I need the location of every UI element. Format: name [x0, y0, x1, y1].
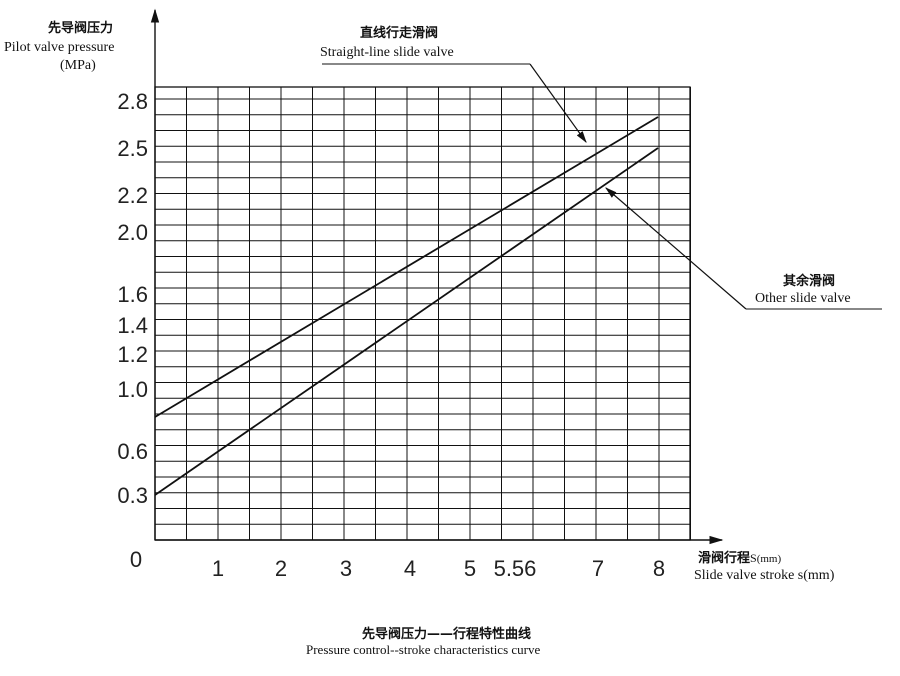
- y-tick-label: 2.8: [117, 89, 148, 114]
- y-tick-label: 2.5: [117, 136, 148, 161]
- y-axis-unit: (MPa): [60, 58, 96, 73]
- x-axis-title-cn: 滑阀行程: [698, 551, 751, 566]
- x-axis-title-cn-row: 滑阀行程S(mm): [698, 548, 781, 566]
- x-tick-label: 2: [275, 556, 287, 581]
- leader-straight: [529, 63, 587, 143]
- leader-other: [605, 187, 747, 310]
- annotation-leaders: [322, 63, 882, 310]
- caption-en: Pressure control--stroke characteristics…: [306, 642, 541, 657]
- y-tick-label: 2.0: [117, 220, 148, 245]
- chart-grid: [154, 86, 691, 541]
- y-tick-label: 0.6: [117, 439, 148, 464]
- annotation-straight-en: Straight-line slide valve: [320, 45, 454, 60]
- annotation-other-en: Other slide valve: [755, 291, 851, 306]
- x-tick-label: 7: [592, 556, 604, 581]
- y-tick-label: 1.6: [117, 282, 148, 307]
- annotation-straight-cn: 直线行走滑阀: [360, 26, 439, 41]
- x-axis-symbol: S: [750, 551, 757, 565]
- x-tick-label: 3: [340, 556, 352, 581]
- x-axis-unit: (mm): [756, 553, 782, 565]
- x-axis-title-en: Slide valve stroke s(mm): [694, 568, 835, 583]
- series-line-0: [154, 116, 659, 418]
- y-tick-label: 2.2: [117, 183, 148, 208]
- y-axis-title-en: Pilot valve pressure: [4, 40, 115, 55]
- x-tick-label: 8: [653, 556, 665, 581]
- caption-cn: 先导阀压力——行程特性曲线: [362, 627, 532, 642]
- annotation-other-cn: 其余滑阀: [783, 274, 836, 289]
- x-tick-label: 5.56: [494, 556, 537, 581]
- y-tick-label: 1.0: [117, 377, 148, 402]
- chart-axes: [150, 8, 724, 545]
- x-origin-label: 0: [130, 547, 142, 572]
- series-line-1: [154, 147, 659, 496]
- y-axis-title-cn: 先导阀压力: [48, 21, 114, 36]
- x-tick-label: 5: [464, 556, 476, 581]
- x-tick-label: 1: [212, 556, 224, 581]
- y-tick-label: 1.2: [117, 342, 148, 367]
- grid-border: [154, 86, 691, 541]
- y-tick-label: 0.3: [117, 483, 148, 508]
- y-tick-label: 1.4: [117, 313, 148, 338]
- x-tick-label: 4: [404, 556, 416, 581]
- chart-series: [154, 116, 659, 496]
- tick-labels: 0.3 0.6 1.0 1.2 1.4 1.6 2.0 2.2 2.5 2.8 0 1 2 3 4 5 5.56…: [117, 89, 665, 581]
